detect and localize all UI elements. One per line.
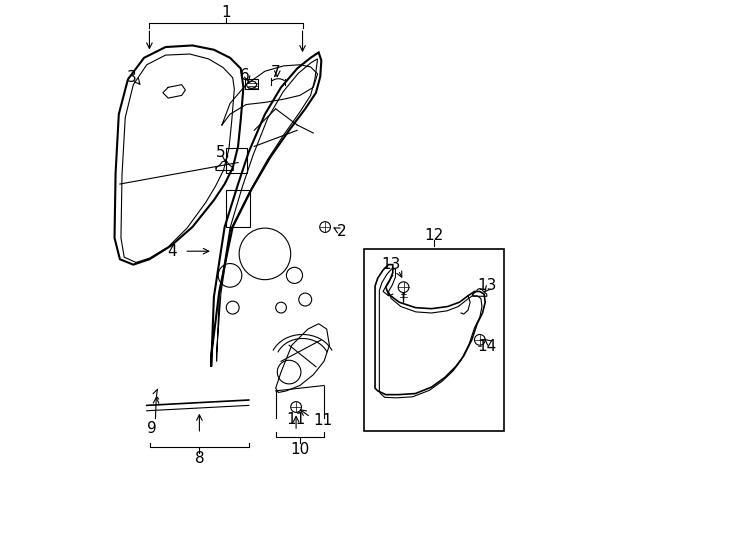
Bar xyxy=(364,248,504,431)
Text: 11: 11 xyxy=(313,413,333,428)
Text: 14: 14 xyxy=(477,339,496,354)
Bar xyxy=(226,147,247,173)
Text: 1: 1 xyxy=(221,5,230,19)
Text: 11: 11 xyxy=(286,412,306,427)
Text: 13: 13 xyxy=(477,278,496,293)
Text: 13: 13 xyxy=(382,257,401,272)
Text: 3: 3 xyxy=(127,70,137,85)
Bar xyxy=(245,79,258,90)
Text: 9: 9 xyxy=(148,421,157,436)
Text: 6: 6 xyxy=(239,68,250,83)
Text: 12: 12 xyxy=(424,227,444,242)
Bar xyxy=(226,191,250,227)
Text: 7: 7 xyxy=(271,65,280,80)
Text: 4: 4 xyxy=(167,244,178,259)
Text: 10: 10 xyxy=(290,442,310,457)
Text: 8: 8 xyxy=(195,450,204,465)
Text: 5: 5 xyxy=(216,145,225,160)
Text: 2: 2 xyxy=(336,224,346,239)
